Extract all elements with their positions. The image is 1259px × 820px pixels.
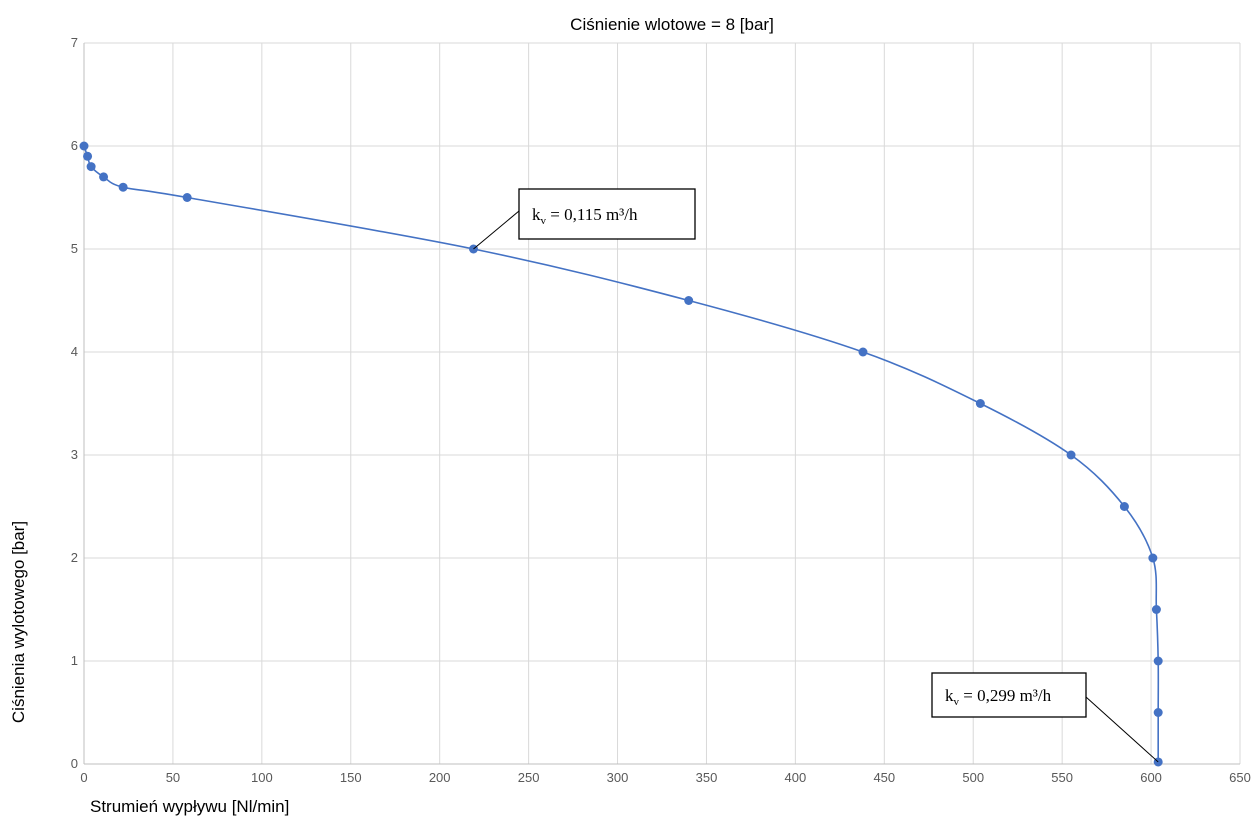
y-tick-label: 0	[71, 756, 78, 771]
data-point	[1119, 502, 1129, 511]
data-point	[1153, 708, 1163, 717]
y-tick-label: 7	[71, 35, 78, 50]
x-tick-label: 200	[429, 770, 451, 785]
x-tick-label: 250	[518, 770, 540, 785]
x-tick-label: 300	[607, 770, 629, 785]
x-tick-labels: 0 50 100 150 200 250 300 350 400 450 500 550 600 650	[80, 770, 1250, 785]
data-point	[1151, 605, 1161, 614]
x-tick-label: 400	[785, 770, 807, 785]
y-tick-labels: 0 1 2 3 4 5 6 7	[71, 35, 78, 771]
annotation-box	[931, 672, 1087, 718]
annotation-leader	[473, 210, 520, 250]
x-axis-label: Strumień wypływu [Nl/min]	[90, 797, 289, 816]
x-tick-label: 50	[166, 770, 180, 785]
annotation-callout: kv = 0,115 m³/h	[473, 188, 696, 250]
y-tick-label: 6	[71, 138, 78, 153]
data-point	[86, 162, 96, 172]
data-point	[975, 399, 985, 408]
data-point	[684, 296, 694, 305]
data-point	[1066, 450, 1076, 460]
x-tick-label: 150	[340, 770, 362, 785]
y-tick-label: 1	[71, 653, 78, 668]
y-tick-label: 2	[71, 550, 78, 565]
data-point	[118, 182, 128, 192]
annotation-leader	[1085, 696, 1159, 763]
x-tick-label: 0	[80, 770, 87, 785]
data-point	[182, 193, 192, 202]
data-point	[99, 172, 109, 182]
y-tick-label: 3	[71, 447, 78, 462]
annotations: kv = 0,115 m³/h kv = 0,299 m³/h	[473, 188, 1159, 763]
x-tick-label: 100	[251, 770, 273, 785]
annotation-text: kv = 0,115 m³/h	[532, 205, 638, 227]
y-axis-label: Ciśnienia wylotowego [bar]	[9, 521, 28, 723]
data-point	[858, 347, 868, 357]
data-point	[1148, 553, 1158, 563]
x-tick-label: 550	[1051, 770, 1073, 785]
y-tick-label: 4	[71, 344, 78, 359]
x-tick-label: 500	[962, 770, 984, 785]
x-tick-label: 600	[1140, 770, 1162, 785]
chart-title: Ciśnienie wlotowe = 8 [bar]	[570, 15, 774, 34]
x-tick-label: 450	[873, 770, 895, 785]
annotation-callout: kv = 0,299 m³/h	[931, 672, 1159, 763]
data-points	[79, 141, 1163, 767]
y-tick-label: 5	[71, 241, 78, 256]
axes	[83, 43, 1240, 765]
data-point	[83, 151, 93, 161]
x-tick-label: 650	[1229, 770, 1251, 785]
data-point	[1153, 656, 1163, 666]
annotation-text: kv = 0,299 m³/h	[945, 686, 1052, 708]
annotation-box	[518, 188, 696, 240]
data-point	[79, 141, 89, 151]
x-tick-label: 350	[696, 770, 718, 785]
